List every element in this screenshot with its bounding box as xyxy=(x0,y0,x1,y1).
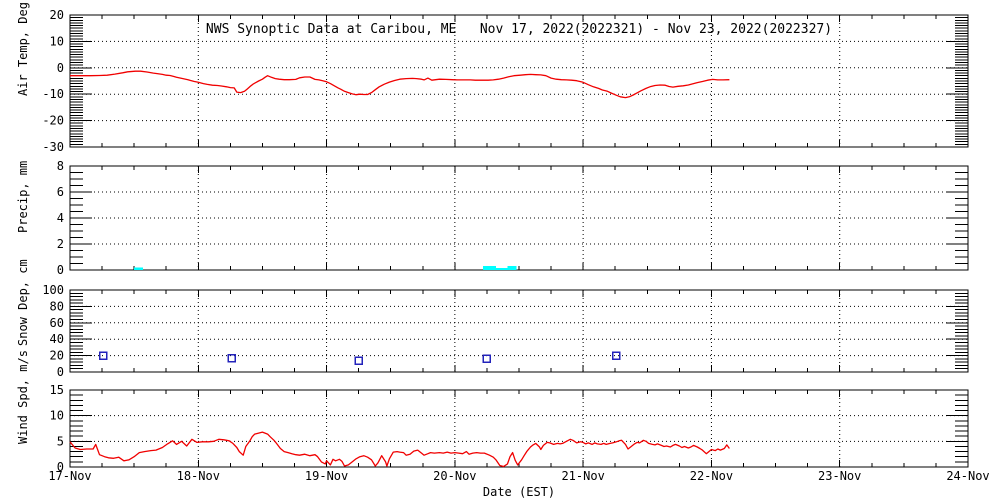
y-tick-label: 10 xyxy=(50,34,64,48)
y-tick-label: 0 xyxy=(57,61,64,75)
x-tick-label: 18-Nov xyxy=(177,469,220,483)
precip-bar xyxy=(134,267,144,270)
y-tick-label: -10 xyxy=(42,87,64,101)
y-axis-label-wind-speed: Wind Spd, m/s xyxy=(16,349,30,444)
y-tick-label: 100 xyxy=(42,283,64,297)
y-axis-label-precip: Precip, mm xyxy=(16,160,30,233)
y-tick-label: 60 xyxy=(50,316,64,330)
y-tick-label: 0 xyxy=(57,263,64,277)
x-tick-label: 24-Nov xyxy=(946,469,989,483)
y-tick-label: 0 xyxy=(57,460,64,474)
y-tick-label: 80 xyxy=(50,299,64,313)
y-tick-label: -20 xyxy=(42,114,64,128)
air-temp-line xyxy=(70,70,730,99)
snow-depth-point xyxy=(227,353,236,363)
x-tick-label: 22-Nov xyxy=(690,469,733,483)
y-tick-label: 4 xyxy=(57,211,64,225)
x-tick-label: 17-Nov xyxy=(48,469,91,483)
x-axis-title: Date (EST) xyxy=(482,485,556,499)
y-tick-label: 6 xyxy=(57,185,64,199)
y-tick-label: 8 xyxy=(57,159,64,173)
precip-bar xyxy=(495,268,508,270)
y-axis-label-air-temp: Air Temp, Deg C xyxy=(16,0,30,96)
y-tick-label: 0 xyxy=(57,365,64,379)
y-tick-label: 20 xyxy=(50,8,64,22)
y-tick-label: 10 xyxy=(50,409,64,423)
y-tick-label: -30 xyxy=(42,140,64,154)
snow-depth-point xyxy=(99,351,108,360)
x-tick-label: 23-Nov xyxy=(818,469,861,483)
x-tick-label: 19-Nov xyxy=(305,469,348,483)
x-tick-label: 20-Nov xyxy=(433,469,476,483)
snow-depth-point xyxy=(482,354,492,364)
y-tick-label: 40 xyxy=(50,332,64,346)
y-tick-label: 2 xyxy=(57,237,64,251)
chart-title: NWS Synoptic Data at Caribou, ME Nov 17,… xyxy=(205,22,833,37)
y-tick-label: 15 xyxy=(50,383,64,397)
y-axis-label-snow-depth: Snow Dep, cm xyxy=(16,259,30,346)
precip-bar xyxy=(507,266,517,270)
x-tick-label: 21-Nov xyxy=(561,469,604,483)
snow-depth-panel-border xyxy=(69,289,969,373)
snow-depth-point xyxy=(612,351,621,360)
precip-panel-border xyxy=(69,165,969,271)
precip-bar xyxy=(483,266,496,270)
snow-depth-point xyxy=(354,356,363,365)
air-temp-panel-border xyxy=(69,14,969,148)
wind-speed-panel-border xyxy=(69,389,969,468)
y-tick-label: 5 xyxy=(57,434,64,448)
wind-speed-line xyxy=(69,431,730,468)
y-tick-label: 20 xyxy=(50,349,64,363)
